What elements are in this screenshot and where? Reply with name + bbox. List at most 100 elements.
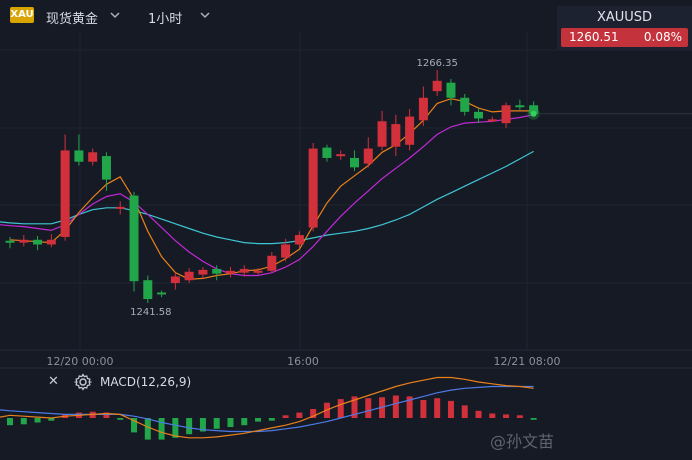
macd-histogram-bar [144, 418, 151, 440]
top-toolbar: XAU 现货黄金 1小时 [0, 0, 692, 32]
macd-histogram-bar [131, 418, 138, 433]
time-tick-label: 16:00 [287, 355, 319, 368]
gear-icon[interactable] [73, 373, 93, 391]
candle-body [253, 270, 263, 273]
macd-histogram-bar [282, 415, 289, 418]
macd-histogram-bar [34, 418, 41, 423]
macd-histogram-bar [158, 418, 165, 440]
macd-histogram-bar [172, 418, 179, 438]
candle-body [225, 270, 235, 274]
candle-body [60, 150, 70, 237]
interval-selector[interactable]: 1小时 [148, 12, 183, 27]
macd-histogram-bar [186, 418, 193, 435]
chevron-down-icon[interactable] [110, 9, 120, 22]
candle-body [74, 150, 84, 162]
macd-histogram-bar [516, 415, 523, 418]
macd-histogram-bar [365, 398, 372, 418]
close-icon[interactable]: ✕ [48, 374, 59, 389]
candle-body [281, 244, 291, 258]
last-price: 1260.51 [569, 30, 619, 44]
candle-body [322, 147, 332, 158]
macd-histogram-bar [351, 396, 358, 418]
macd-histogram-bar [475, 410, 482, 418]
symbol-selector[interactable]: 现货黄金 [46, 12, 99, 27]
candle-body [88, 152, 98, 162]
candle-body [115, 206, 125, 209]
macd-histogram-bar [337, 399, 344, 418]
macd-histogram-bar [406, 396, 413, 418]
macd-histogram-bar [103, 412, 110, 418]
candle-body [198, 269, 208, 275]
candle-body [460, 97, 470, 112]
candle-body [170, 276, 180, 284]
candle-body [294, 235, 304, 245]
macd-histogram-bar [461, 405, 468, 418]
candle-body [363, 148, 373, 164]
candle-body [46, 239, 56, 245]
macd-histogram-bar [447, 400, 454, 418]
candle-body [308, 148, 318, 228]
time-tick-label: 12/20 00:00 [47, 355, 114, 368]
macd-histogram-bar [199, 418, 206, 432]
candle-body [432, 80, 442, 92]
candle-body [101, 156, 111, 180]
chart-grid [0, 32, 692, 369]
price-annotations: 1266.35 1241.58 [130, 58, 458, 318]
macd-histogram-bar [213, 418, 220, 429]
live-price-dot [530, 110, 537, 117]
candle-body [350, 157, 359, 168]
macd-histogram-bar [20, 418, 27, 425]
candle-body [239, 268, 249, 273]
candle-body [391, 124, 401, 147]
candle-body [377, 121, 387, 147]
candle-body [501, 105, 511, 124]
macd-indicator-label: MACD(12,26,9) [100, 375, 192, 389]
candle-body [157, 292, 167, 295]
macd-histogram-bar [530, 418, 537, 420]
macd-histogram-bar [227, 418, 234, 427]
ma-slow-line [0, 150, 534, 245]
macd-histogram-bar [310, 409, 317, 418]
candle-body [129, 195, 139, 282]
macd-panel [0, 376, 537, 440]
ma-mid-line [0, 114, 534, 277]
macd-histogram-bar [503, 414, 510, 418]
macd-histogram-bar [268, 418, 275, 421]
macd-histogram-bar [117, 418, 124, 420]
candle-body [405, 116, 415, 145]
candle-body [184, 271, 194, 281]
macd-histogram-bar [296, 412, 303, 418]
candle-body [267, 255, 277, 271]
candle-body [212, 268, 222, 274]
time-tick-label: 12/21 08:00 [494, 355, 561, 368]
candle-body [19, 239, 29, 243]
macd-histogram-bar [489, 413, 496, 418]
candle-body [487, 119, 497, 122]
macd-histogram-bar [434, 398, 441, 418]
macd-histogram-bar [48, 418, 55, 421]
candle-body [33, 239, 43, 245]
macd-histogram-bar [7, 418, 13, 426]
candle-body [474, 111, 484, 119]
high-price-label: 1266.35 [417, 58, 458, 69]
symbol-badge: XAU [10, 7, 34, 23]
macd-histogram-bar [420, 400, 427, 418]
chevron-down-icon[interactable] [200, 9, 210, 22]
candlestick-series [5, 70, 540, 303]
macd-toolbar: ✕ MACD(12,26,9) [0, 370, 692, 396]
macd-histogram-bar [392, 395, 399, 418]
macd-dif-line [0, 376, 534, 439]
candle-body [5, 240, 15, 243]
candle-body [336, 154, 346, 157]
candle-body [143, 280, 153, 300]
time-axis: 12/20 00:00 16:00 12/21 08:00 [47, 355, 561, 368]
candle-body [529, 105, 539, 114]
macd-histogram-bar [255, 418, 262, 422]
quote-panel: XAUUSD 1260.51 0.08% [557, 6, 692, 50]
quote-price-box: 1260.51 0.08% [561, 28, 688, 47]
quote-symbol: XAUUSD [596, 10, 653, 25]
candle-body [446, 82, 456, 98]
candle-body [418, 97, 428, 121]
low-price-label: 1241.58 [130, 307, 171, 318]
